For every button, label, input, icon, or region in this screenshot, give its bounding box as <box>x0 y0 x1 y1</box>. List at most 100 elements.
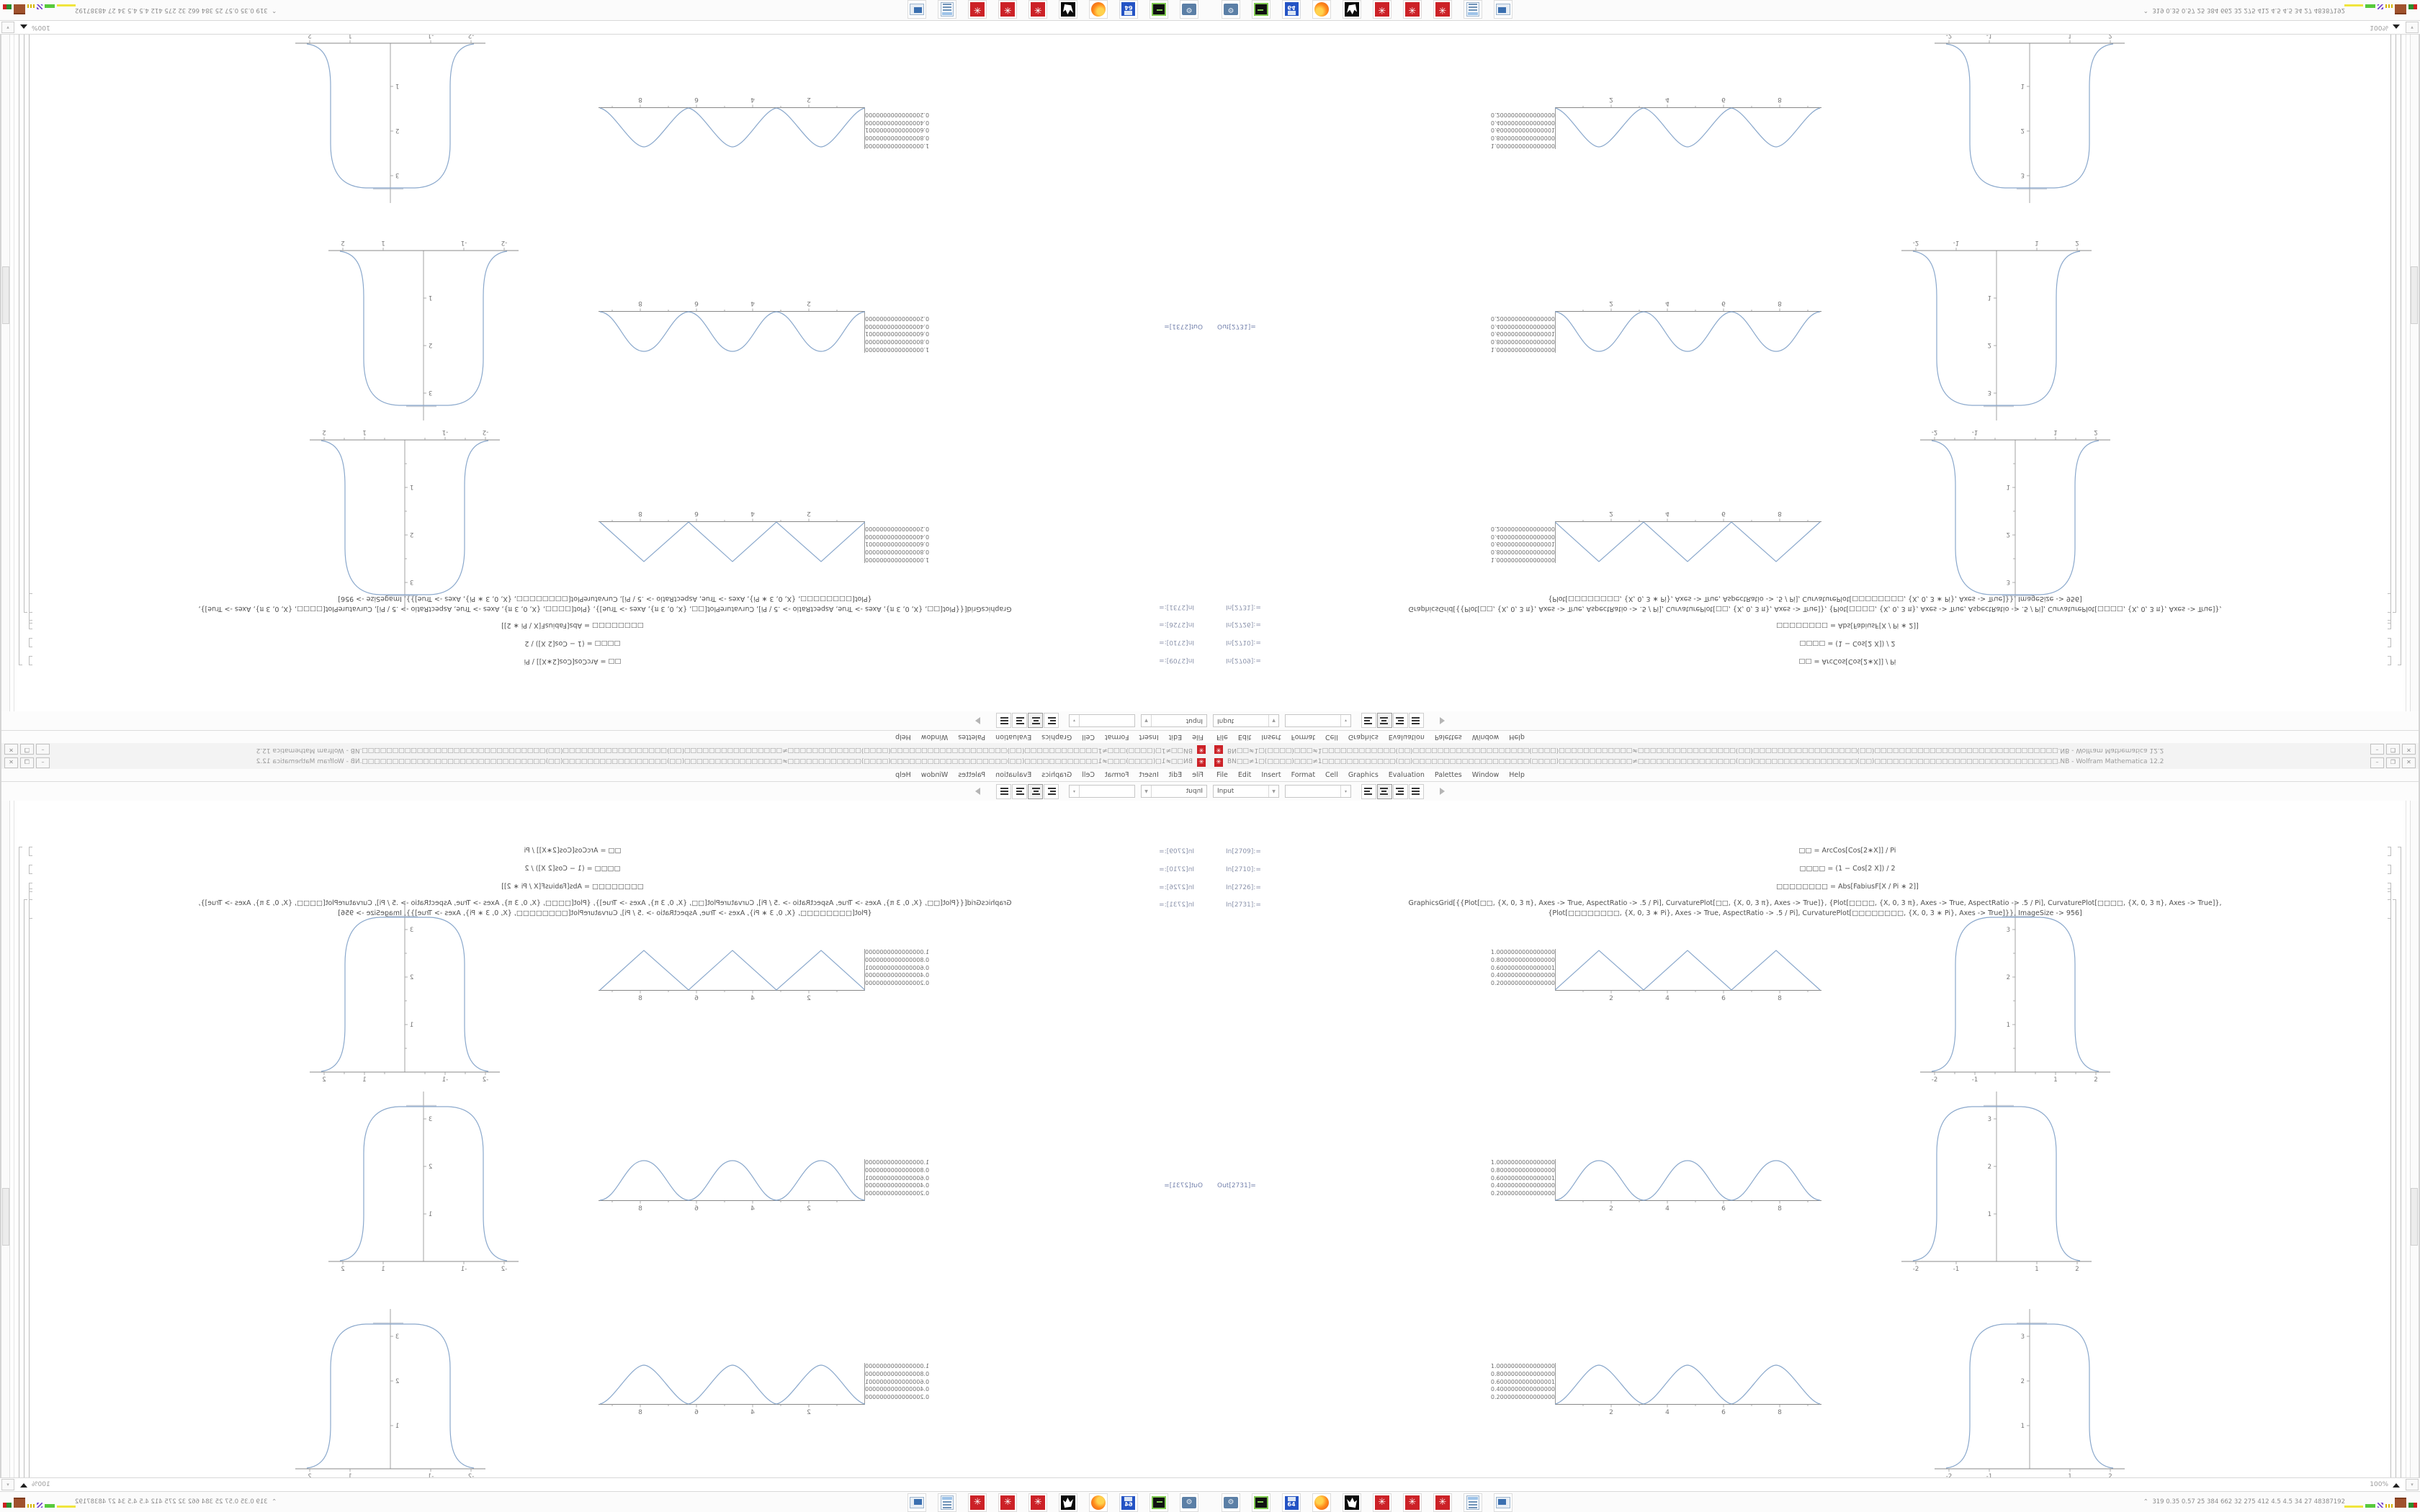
taskbar-calculator-icon[interactable] <box>938 1493 956 1512</box>
font-dropdown[interactable]: ▾ <box>1285 785 1351 798</box>
cell-group-bracket[interactable] <box>2392 899 2396 1477</box>
menu-window[interactable]: Window <box>1471 771 1500 779</box>
input-cell-code[interactable]: □□□□□□□□ = Abs[FabiusF[X / Pi ∗ 2]] <box>501 621 644 629</box>
input-cell-code[interactable]: □□ = ArcCos[Cos[2∗X]] / Pi <box>1798 847 1896 855</box>
taskbar-disk64-icon[interactable]: 64 <box>1282 0 1301 19</box>
menu-graphics[interactable]: Graphics <box>1348 771 1379 779</box>
taskbar-desktop-icon[interactable] <box>1494 1493 1512 1512</box>
cell-group-bracket[interactable] <box>24 899 28 1477</box>
menu-help[interactable]: Help <box>1509 771 1525 779</box>
input-cell-code[interactable]: □□□□ = (1 − Cos[2 X]) / 2 <box>524 639 621 647</box>
menu-file[interactable]: File <box>1192 771 1204 779</box>
menu-graphics[interactable]: Graphics <box>1041 771 1072 779</box>
restore-button[interactable]: ❐ <box>2386 744 2400 755</box>
menu-evaluation[interactable]: Evaluation <box>1388 771 1425 779</box>
cell-bracket[interactable] <box>29 865 33 874</box>
font-dropdown[interactable]: ▾ <box>1069 785 1135 798</box>
input-cell-code[interactable]: {Plot[□□□□□□□□, {X, 0, 3 ∗ Pi}, Axes -> … <box>338 595 872 603</box>
cell-group-bracket[interactable] <box>19 847 23 1477</box>
input-cell-code[interactable]: □□□□□□□□ = Abs[FabiusF[X / Pi ∗ 2]] <box>1776 621 1919 629</box>
menu-file[interactable]: File <box>1192 733 1204 741</box>
input-cell-code[interactable]: □□ = ArcCos[Cos[2∗X]] / Pi <box>524 657 622 665</box>
taskbar-desktop-icon[interactable] <box>1494 0 1512 19</box>
taskbar-mathematica-icon[interactable]: ✳ <box>1433 1493 1452 1512</box>
input-cell-code[interactable]: {Plot[□□□□□□□□, {X, 0, 3 ∗ Pi}, Axes -> … <box>1548 909 2082 917</box>
taskbar-desktop-icon[interactable] <box>908 1493 926 1512</box>
menu-help[interactable]: Help <box>895 771 911 779</box>
taskbar-desktop-icon[interactable] <box>908 0 926 19</box>
font-dropdown[interactable]: ▾ <box>1285 714 1351 727</box>
cell-group-bracket[interactable] <box>2397 35 2401 665</box>
corner-dropdown-button[interactable]: ▾ <box>1 1479 14 1490</box>
cell-bracket[interactable] <box>2387 883 2391 892</box>
output-cell-bracket[interactable] <box>2387 888 2391 1477</box>
title-bar[interactable]: ✳ BN□□≠1□(□□□□)□□□≠1□□□□□□□□□□□□(□□)□□□□… <box>1210 742 2420 756</box>
taskbar-calculator-icon[interactable] <box>1464 1493 1482 1512</box>
minimize-button[interactable]: – <box>2370 757 2384 768</box>
menu-help[interactable]: Help <box>1509 733 1525 741</box>
menu-edit[interactable]: Edit <box>1237 733 1252 741</box>
taskbar-calculator-icon[interactable] <box>938 0 956 19</box>
scrollbar-thumb[interactable] <box>2 266 9 324</box>
justify-button[interactable] <box>1409 713 1424 729</box>
input-cell-code[interactable]: GraphicsGrid[{{Plot[□□, {X, 0, 3 π}, Axe… <box>198 899 1012 907</box>
input-cell-code[interactable]: □□□□□□□□ = Abs[FabiusF[X / Pi ∗ 2]] <box>501 883 644 891</box>
menu-insert[interactable]: Insert <box>1261 733 1281 741</box>
menu-insert[interactable]: Insert <box>1139 733 1159 741</box>
menu-graphics[interactable]: Graphics <box>1348 733 1379 741</box>
menu-palettes[interactable]: Palettes <box>1434 771 1462 779</box>
minimize-button[interactable]: – <box>36 744 50 755</box>
align-left-button[interactable] <box>1361 713 1376 729</box>
taskbar-firefox-icon[interactable] <box>1089 1493 1108 1512</box>
align-left-button[interactable] <box>1044 783 1059 799</box>
menu-window[interactable]: Window <box>920 733 949 741</box>
menu-format[interactable]: Format <box>1291 771 1316 779</box>
taskbar-mathematica-icon[interactable]: ✳ <box>968 0 987 19</box>
zoom-menu-arrow-icon[interactable] <box>2393 1483 2400 1488</box>
taskbar-black-fox-icon[interactable] <box>1343 0 1361 19</box>
scrollbar-thumb[interactable] <box>2 1188 9 1246</box>
cell-bracket[interactable] <box>2387 638 2391 647</box>
justify-button[interactable] <box>996 713 1011 729</box>
align-center-button[interactable] <box>1377 713 1392 729</box>
taskbar-calculator-icon[interactable] <box>1464 0 1482 19</box>
menu-evaluation[interactable]: Evaluation <box>995 733 1032 741</box>
cell-bracket[interactable] <box>2387 656 2391 665</box>
taskbar-mathematica-icon[interactable]: ✳ <box>1433 0 1452 19</box>
taskbar-mathematica-icon[interactable]: ✳ <box>998 0 1017 19</box>
menu-cell[interactable]: Cell <box>1325 733 1338 741</box>
menu-window[interactable]: Window <box>1471 733 1500 741</box>
align-right-button[interactable] <box>1012 783 1027 799</box>
restore-button[interactable]: ❐ <box>2386 757 2400 768</box>
cell-style-dropdown[interactable]: Input ▼ <box>1213 714 1279 727</box>
menu-help[interactable]: Help <box>895 733 911 741</box>
menu-evaluation[interactable]: Evaluation <box>1388 733 1425 741</box>
cell-bracket[interactable] <box>2387 847 2391 856</box>
title-bar[interactable]: ✳ BN□□≠1□(□□□□)□□□≠1□□□□□□□□□□□□(□□)□□□□… <box>1210 756 2420 770</box>
taskbar-system-monitor-icon[interactable]: ⚙ <box>1180 1493 1198 1512</box>
zoom-menu-arrow-icon[interactable] <box>20 24 27 29</box>
minimize-button[interactable]: – <box>2370 744 2384 755</box>
taskbar-mathematica-icon[interactable]: ✳ <box>1373 1493 1392 1512</box>
align-center-button[interactable] <box>1028 783 1043 799</box>
cell-group-bracket[interactable] <box>2392 35 2396 613</box>
taskbar-firefox-icon[interactable] <box>1312 1493 1331 1512</box>
taskbar-mathematica-icon[interactable]: ✳ <box>1028 1493 1047 1512</box>
taskbar-system-monitor-icon[interactable]: ⚙ <box>1222 0 1240 19</box>
taskbar-system-monitor-icon[interactable]: ⚙ <box>1180 0 1198 19</box>
taskbar-mathematica-icon[interactable]: ✳ <box>998 1493 1017 1512</box>
taskbar-black-fox-icon[interactable] <box>1059 0 1077 19</box>
input-cell-code[interactable]: GraphicsGrid[{{Plot[□□, {X, 0, 3 π}, Axe… <box>1408 605 2222 613</box>
taskbar-mathematica-icon[interactable]: ✳ <box>1403 1493 1422 1512</box>
menu-format[interactable]: Format <box>1104 771 1129 779</box>
menu-cell[interactable]: Cell <box>1082 733 1095 741</box>
input-cell-code[interactable]: □□□□□□□□ = Abs[FabiusF[X / Pi ∗ 2]] <box>1776 883 1919 891</box>
vertical-scrollbar[interactable] <box>1 35 10 711</box>
input-cell-code[interactable]: □□ = ArcCos[Cos[2∗X]] / Pi <box>1798 657 1896 665</box>
align-right-button[interactable] <box>1393 783 1408 799</box>
corner-dropdown-button[interactable]: ▾ <box>2406 22 2419 33</box>
minimize-button[interactable]: – <box>36 757 50 768</box>
input-cell-code[interactable]: □□□□ = (1 − Cos[2 X]) / 2 <box>1799 639 1896 647</box>
menu-format[interactable]: Format <box>1104 733 1129 741</box>
taskbar-firefox-icon[interactable] <box>1312 0 1331 19</box>
